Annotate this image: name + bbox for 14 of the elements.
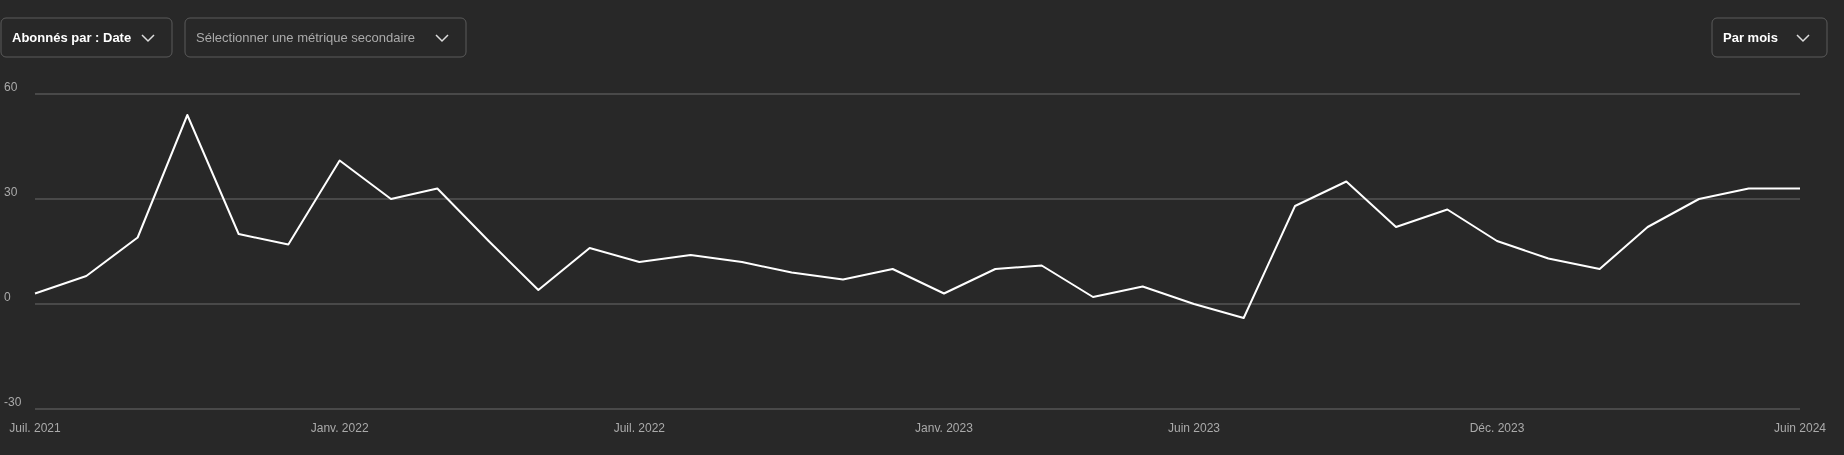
x-tick-label: Juin 2023 <box>1167 421 1221 435</box>
y-tick-label: 0 <box>4 290 11 304</box>
y-tick-label: -30 <box>4 395 22 409</box>
y-tick-label: 30 <box>4 185 18 199</box>
x-tick-label: Déc. 2023 <box>1469 421 1525 435</box>
dropdown-button: Sélectionner une métrique secondaire <box>184 17 467 58</box>
y-tick-label: 60 <box>4 80 18 94</box>
x-tick-label: Juil. 2022 <box>613 421 666 435</box>
x-tick-label: Janv. 2023 <box>915 421 974 435</box>
x-tick-label: Janv. 2022 <box>310 421 369 435</box>
dropdown-button: Par mois <box>1711 17 1828 58</box>
x-tick-label: Juil. 2021 <box>9 421 62 435</box>
dropdown-button: Abonnés par : Date <box>0 17 173 58</box>
x-tick-label: Juin 2024 <box>1773 421 1827 435</box>
